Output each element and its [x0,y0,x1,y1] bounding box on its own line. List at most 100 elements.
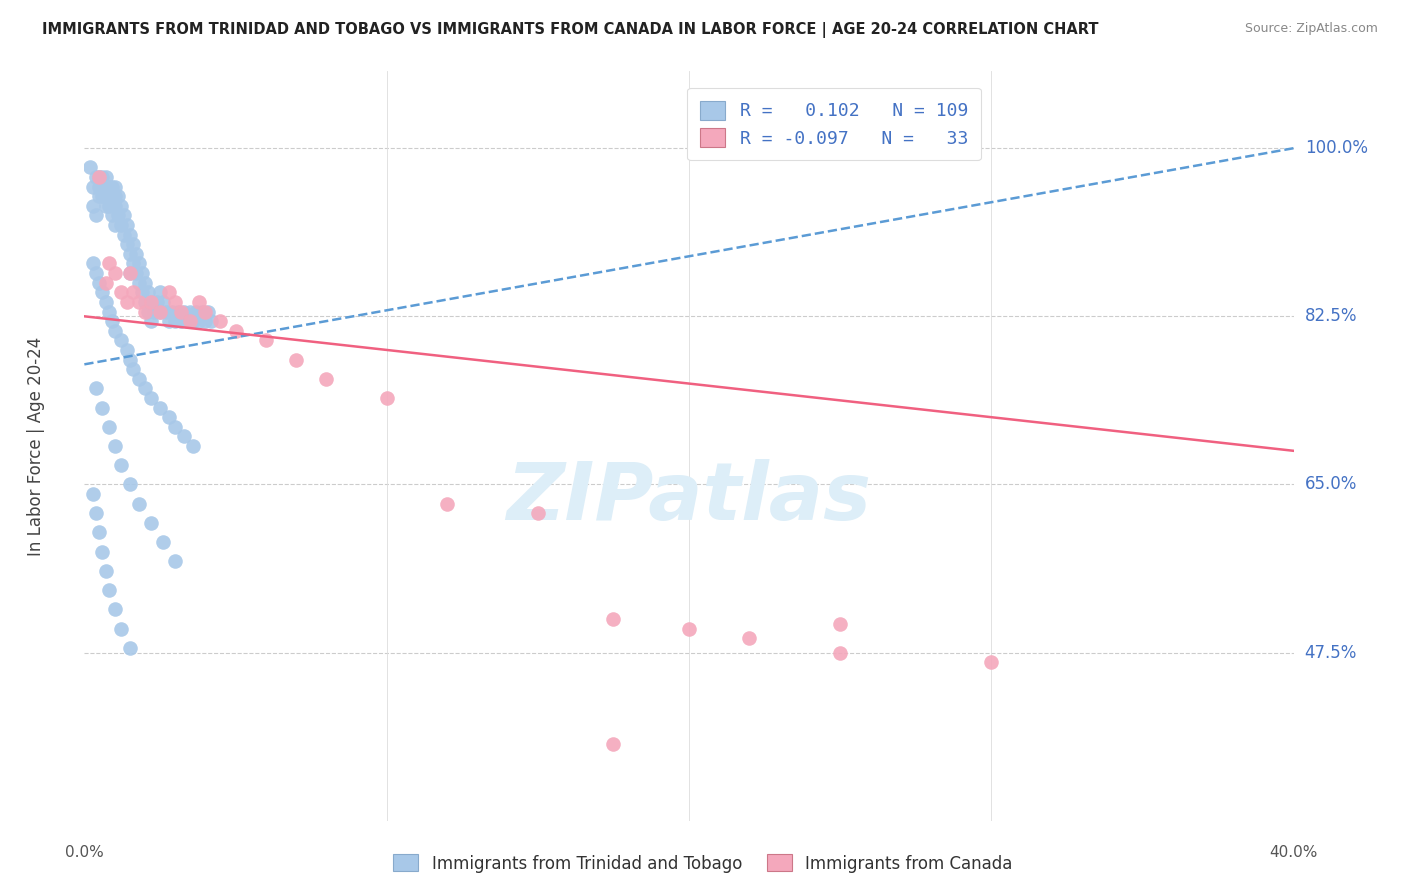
Point [94,169,117,184]
Point [167,304,190,318]
Point [121,237,143,252]
Point [91,285,114,300]
Point [86,209,108,223]
Point [149,304,172,318]
Point [97,256,120,270]
Point [91,189,114,203]
Point [678,622,700,636]
Point [131,285,153,300]
Point [139,294,162,309]
Point [94,564,117,578]
Point [89,189,111,203]
Point [179,304,201,318]
Text: 82.5%: 82.5% [1305,308,1357,326]
Point [100,179,122,194]
Text: ZIPatlas: ZIPatlas [506,459,872,538]
Point [139,516,162,530]
Point [191,304,214,318]
Text: IMMIGRANTS FROM TRINIDAD AND TOBAGO VS IMMIGRANTS FROM CANADA IN LABOR FORCE | A: IMMIGRANTS FROM TRINIDAD AND TOBAGO VS I… [42,22,1098,38]
Point [110,199,132,213]
Point [163,554,186,568]
Point [602,737,624,751]
Point [602,612,624,626]
Point [254,334,277,348]
Point [115,218,138,232]
Text: 47.5%: 47.5% [1305,643,1357,662]
Point [181,314,204,328]
Point [128,294,150,309]
Legend: Immigrants from Trinidad and Tobago, Immigrants from Canada: Immigrants from Trinidad and Tobago, Imm… [387,847,1019,880]
Point [160,304,183,318]
Text: 0.0%: 0.0% [65,845,104,860]
Point [315,372,337,386]
Point [121,362,143,376]
Point [97,189,120,203]
Point [139,294,162,309]
Point [104,602,127,616]
Point [86,266,108,280]
Point [97,199,120,213]
Point [82,487,104,501]
Point [118,477,141,491]
Point [79,161,101,175]
Text: 65.0%: 65.0% [1305,475,1357,493]
Text: Source: ZipAtlas.com: Source: ZipAtlas.com [1244,22,1378,36]
Point [121,285,143,300]
Point [526,506,548,520]
Point [181,439,204,453]
Point [89,179,111,194]
Point [118,640,141,655]
Point [91,401,114,415]
Point [146,294,169,309]
Point [115,237,138,252]
Point [225,324,247,338]
Point [170,304,193,318]
Point [157,410,180,425]
Point [163,294,186,309]
Point [152,535,174,549]
Point [128,497,150,511]
Point [194,314,217,328]
Point [89,169,111,184]
Point [163,419,186,434]
Point [830,616,852,631]
Point [136,285,159,300]
Point [200,314,222,328]
Point [97,304,120,318]
Point [110,458,132,473]
Point [179,314,201,328]
Point [170,314,193,328]
Point [104,189,127,203]
Point [104,199,127,213]
Text: In Labor Force | Age 20-24: In Labor Force | Age 20-24 [27,336,45,556]
Point [97,583,120,598]
Point [100,209,122,223]
Text: 40.0%: 40.0% [1270,845,1317,860]
Point [139,391,162,405]
Point [91,179,114,194]
Point [104,266,127,280]
Point [128,276,150,290]
Point [830,646,852,660]
Point [125,266,148,280]
Point [128,372,150,386]
Point [136,304,159,318]
Point [86,506,108,520]
Point [186,304,208,318]
Point [86,381,108,395]
Point [436,497,458,511]
Point [107,189,129,203]
Point [104,439,127,453]
Point [197,304,219,318]
Point [118,227,141,242]
Point [134,276,156,290]
Point [125,247,148,261]
Point [91,544,114,558]
Point [104,179,127,194]
Legend: R =   0.102   N = 109, R = -0.097   N =   33: R = 0.102 N = 109, R = -0.097 N = 33 [688,88,981,161]
Point [110,285,132,300]
Point [176,314,198,328]
Point [118,352,141,367]
Point [375,391,398,405]
Point [86,169,108,184]
